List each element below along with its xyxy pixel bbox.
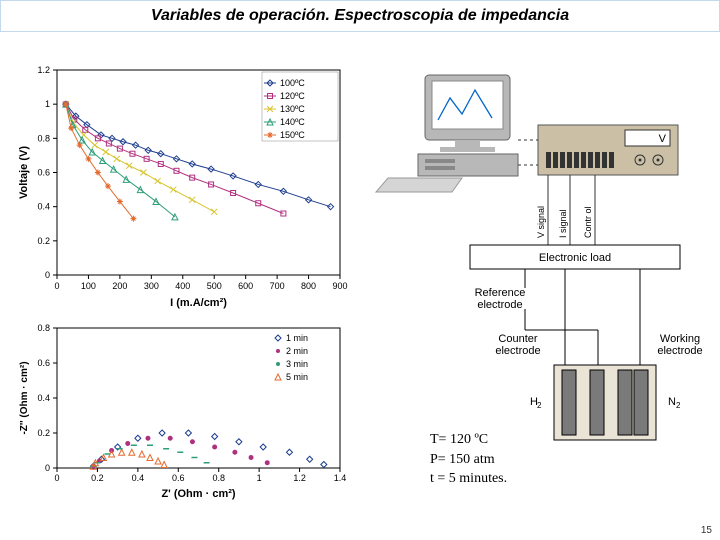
- svg-text:0.8: 0.8: [37, 323, 50, 333]
- svg-text:100ºC: 100ºC: [280, 78, 305, 88]
- svg-text:600: 600: [238, 281, 253, 291]
- svg-text:0.6: 0.6: [37, 168, 50, 178]
- svg-text:1: 1: [257, 473, 262, 483]
- svg-text:0: 0: [45, 270, 50, 280]
- svg-text:-Z'' (Ohm · cm²): -Z'' (Ohm · cm²): [19, 361, 30, 434]
- svg-text:0: 0: [45, 463, 50, 473]
- svg-text:Contr ol: Contr ol: [583, 206, 593, 238]
- svg-text:2 min: 2 min: [286, 346, 308, 356]
- svg-text:1.4: 1.4: [334, 473, 347, 483]
- svg-text:140ºC: 140ºC: [280, 117, 305, 127]
- svg-text:Voltaje (V): Voltaje (V): [18, 146, 30, 199]
- svg-text:400: 400: [175, 281, 190, 291]
- svg-text:3 min: 3 min: [286, 359, 308, 369]
- svg-text:I (m.A/cm²): I (m.A/cm²): [170, 297, 227, 309]
- svg-text:electrode: electrode: [657, 345, 702, 357]
- svg-text:700: 700: [270, 281, 285, 291]
- svg-text:900: 900: [332, 281, 347, 291]
- svg-text:I signal: I signal: [558, 209, 568, 238]
- svg-text:1: 1: [45, 99, 50, 109]
- svg-text:N: N: [668, 396, 676, 408]
- svg-text:electrode: electrode: [477, 299, 522, 311]
- operating-parameters: T= 120 ºC P= 150 atm t = 5 minutes.: [430, 430, 507, 489]
- nyquist-chart: 0 0.2 0.4 0.6 0.8 1 1.2 1.4 0 0.2 0.4 0.6 0.8 1 min 2 …: [15, 320, 350, 500]
- svg-text:1 min: 1 min: [286, 333, 308, 343]
- svg-text:0.2: 0.2: [37, 428, 50, 438]
- svg-text:0.2: 0.2: [37, 236, 50, 246]
- svg-text:0: 0: [54, 473, 59, 483]
- svg-text:electrode: electrode: [495, 345, 540, 357]
- param-temperature: T= 120 ºC: [430, 430, 507, 450]
- page-number: 15: [701, 525, 712, 536]
- svg-text:V signal: V signal: [536, 206, 546, 238]
- page-title: Variables de operación. Espectroscopia d…: [151, 7, 569, 25]
- svg-text:0.4: 0.4: [132, 473, 145, 483]
- voltage-current-chart: 0 100 200 300 400 500 600 700 800 900 0 0.2 0.4 0.6 0.…: [15, 60, 350, 310]
- svg-text:0: 0: [54, 281, 59, 291]
- svg-text:800: 800: [301, 281, 316, 291]
- svg-text:1.2: 1.2: [293, 473, 306, 483]
- svg-text:0.2: 0.2: [91, 473, 104, 483]
- svg-text:200: 200: [112, 281, 127, 291]
- svg-text:V: V: [659, 133, 667, 145]
- param-time: t = 5 minutes.: [430, 469, 507, 489]
- svg-text:Reference: Reference: [475, 287, 526, 299]
- svg-text:500: 500: [207, 281, 222, 291]
- svg-text:Working: Working: [660, 333, 700, 345]
- svg-text:0.8: 0.8: [37, 133, 50, 143]
- svg-text:2: 2: [676, 401, 681, 410]
- svg-text:130ºC: 130ºC: [280, 104, 305, 114]
- svg-text:0.4: 0.4: [37, 202, 50, 212]
- svg-text:2: 2: [537, 401, 542, 410]
- param-pressure: P= 150 atm: [430, 450, 507, 470]
- svg-text:0.8: 0.8: [212, 473, 225, 483]
- svg-text:300: 300: [144, 281, 159, 291]
- svg-text:150ºC: 150ºC: [280, 130, 305, 140]
- apparatus-schematic: V V signal I signal Contr ol Electronic load…: [370, 70, 710, 480]
- svg-text:0.6: 0.6: [172, 473, 185, 483]
- svg-text:Electronic load: Electronic load: [539, 252, 611, 264]
- svg-text:1.2: 1.2: [37, 65, 50, 75]
- title-band: Variables de operación. Espectroscopia d…: [0, 0, 720, 32]
- svg-text:Z' (Ohm · cm²): Z' (Ohm · cm²): [161, 488, 235, 500]
- svg-text:5 min: 5 min: [286, 372, 308, 382]
- svg-text:0.4: 0.4: [37, 393, 50, 403]
- svg-text:0.6: 0.6: [37, 358, 50, 368]
- svg-text:Counter: Counter: [498, 333, 537, 345]
- svg-text:100: 100: [81, 281, 96, 291]
- svg-text:120ºC: 120ºC: [280, 91, 305, 101]
